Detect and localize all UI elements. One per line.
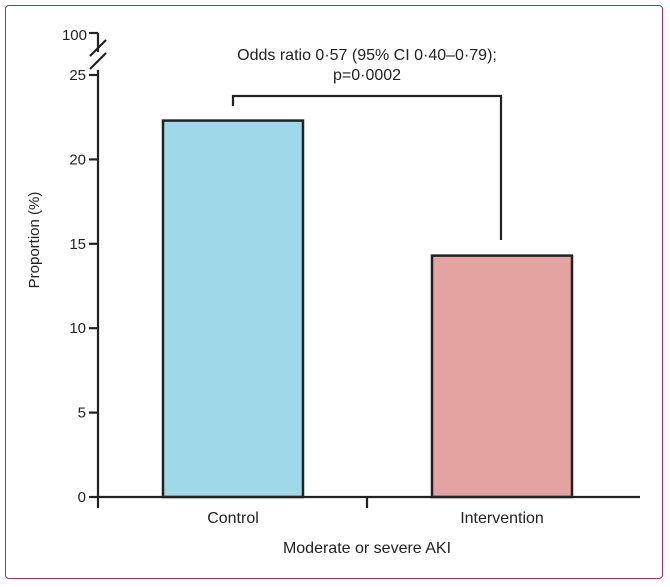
- y-tick-label: 5: [78, 405, 86, 422]
- y-tick-label: 15: [69, 236, 86, 253]
- x-tick-label: Intervention: [460, 510, 544, 527]
- y-tick-label: 10: [69, 320, 86, 337]
- axis-break-mark: [89, 52, 107, 70]
- annotation-line-2: p=0·0002: [333, 67, 401, 84]
- y-axis-label: Proportion (%): [26, 192, 43, 289]
- y-tick-label: 20: [69, 151, 86, 168]
- y-tick-label: 0: [78, 489, 86, 506]
- x-axis-label: Moderate or severe AKI: [283, 540, 451, 557]
- significance-bracket: [231, 94, 503, 240]
- bar-control: [161, 119, 305, 499]
- y-tick-label: 25: [69, 67, 86, 84]
- y-break-label: 100: [62, 27, 87, 44]
- axis-break-mark: [89, 39, 107, 57]
- annotation-line-1: Odds ratio 0·57 (95% CI 0·40–0·79);: [237, 47, 497, 64]
- x-tick-label: Control: [207, 510, 259, 527]
- bar-intervention: [430, 254, 574, 499]
